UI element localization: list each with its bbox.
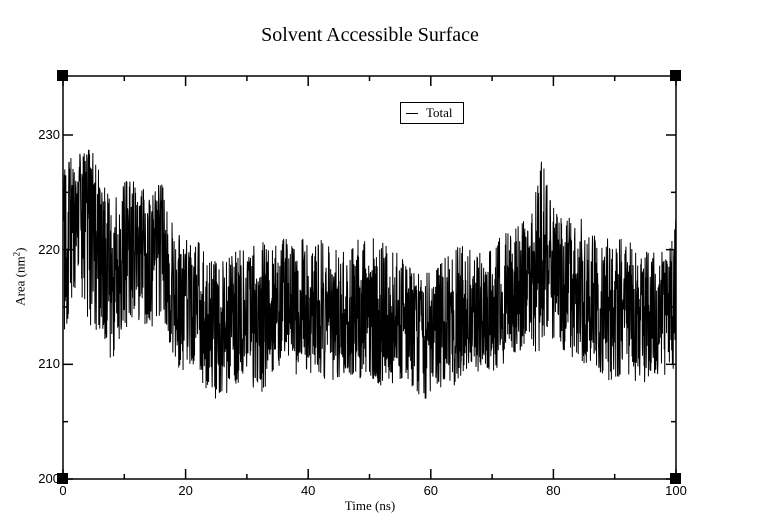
corner-handles (57, 70, 681, 484)
x-tick-label: 60 (423, 483, 439, 498)
legend-label-total: Total (426, 105, 453, 120)
x-tick-label: 100 (665, 483, 687, 498)
y-tick-label: 200 (38, 471, 60, 486)
handle-top-left[interactable] (57, 70, 68, 81)
chart-title: Solvent Accessible Surface (261, 24, 479, 46)
legend-line-swatch (406, 112, 418, 114)
handle-bottom-left[interactable] (57, 473, 68, 484)
y-tick-label: 220 (38, 241, 60, 257)
legend[interactable]: Total (400, 102, 464, 124)
handle-bottom-right[interactable] (670, 473, 681, 484)
series-total-trace (62, 149, 677, 399)
x-axis-label: Time (ns) (344, 498, 396, 513)
y-tick-label: 210 (38, 356, 60, 372)
x-tick-label: 0 (59, 483, 67, 498)
y-tick-label: 230 (38, 127, 60, 142)
x-tick-label: 20 (178, 483, 193, 498)
x-tick-label: 40 (300, 483, 316, 498)
y-axis-label: Area (nm2) (11, 247, 28, 306)
x-tick-label: 80 (546, 483, 561, 498)
handle-top-right[interactable] (670, 70, 681, 81)
